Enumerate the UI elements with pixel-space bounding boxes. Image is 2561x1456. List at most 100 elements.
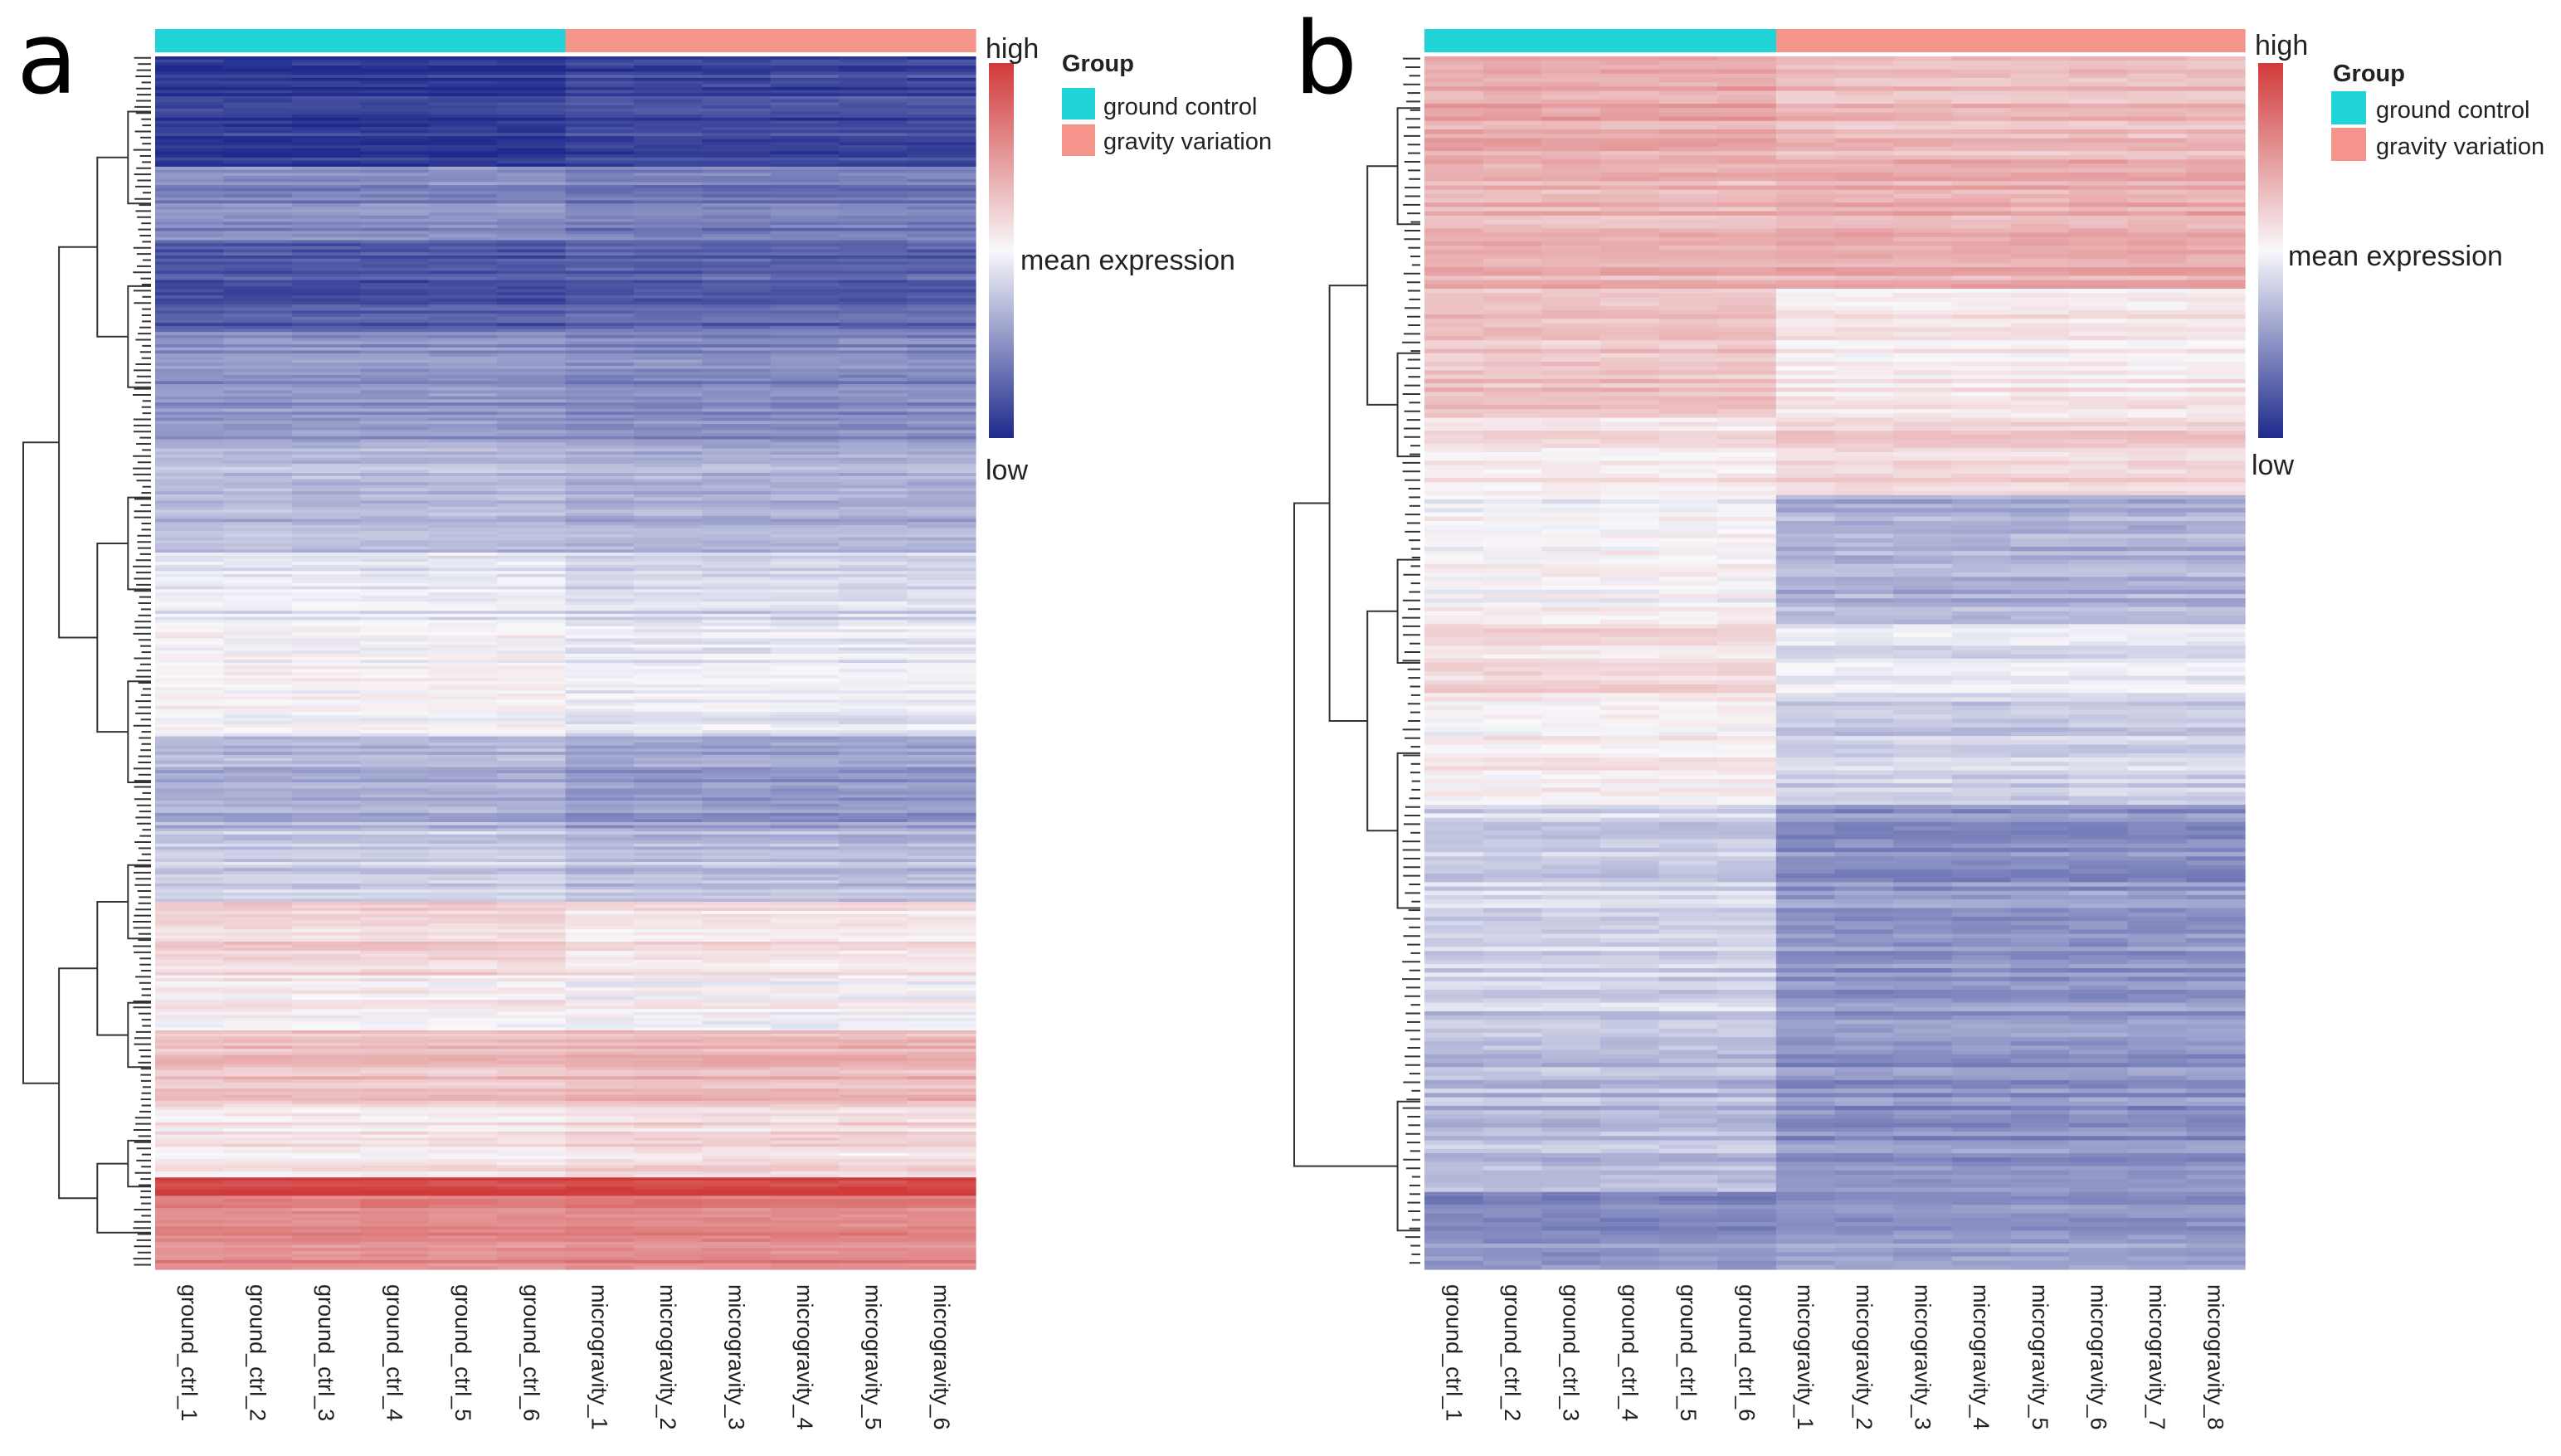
heatmap-cell <box>223 540 293 544</box>
heatmap-cell <box>155 135 225 140</box>
heatmap-cell <box>155 1244 225 1249</box>
heatmap-cell <box>360 1171 430 1176</box>
heatmap-cell <box>428 135 498 140</box>
heatmap-cell <box>839 399 908 403</box>
heatmap-cell <box>839 102 908 106</box>
heatmap-cell <box>702 1230 772 1234</box>
heatmap-cell <box>907 816 976 820</box>
heatmap-cell <box>702 206 772 211</box>
heatmap-cell <box>360 187 430 192</box>
heatmap-cell <box>907 1131 976 1136</box>
heatmap-cell <box>907 506 976 510</box>
heatmap-cell <box>497 843 567 848</box>
heatmap-cell <box>633 678 703 682</box>
heatmap-cell <box>223 139 293 143</box>
heatmap-cell <box>291 356 361 361</box>
heatmap-cell <box>360 139 430 143</box>
heatmap-cell <box>907 292 976 296</box>
heatmap-cell <box>907 690 976 694</box>
heatmap-cell <box>770 971 840 976</box>
heatmap-cell <box>291 889 361 894</box>
heatmap-cell <box>497 105 567 110</box>
heatmap-cell <box>360 457 430 461</box>
heatmap-cell <box>155 240 225 244</box>
heatmap-cell <box>155 1079 225 1083</box>
heatmap-cell <box>155 1201 225 1206</box>
heatmap-cell <box>907 246 976 251</box>
heatmap-cell <box>839 1192 908 1196</box>
heatmap-cell <box>770 433 840 437</box>
heatmap-cell <box>633 234 703 238</box>
heatmap-cell <box>497 470 567 474</box>
heatmap-cell <box>360 892 430 897</box>
heatmap-cell <box>565 586 635 590</box>
heatmap-cell <box>291 1000 361 1004</box>
heatmap-cell <box>155 368 225 373</box>
heatmap-cell <box>223 234 293 238</box>
heatmap-cell <box>291 895 361 899</box>
heatmap-cell <box>223 904 293 908</box>
heatmap-cell <box>497 901 567 906</box>
heatmap-cell <box>633 864 703 869</box>
heatmap-cell <box>291 1030 361 1035</box>
heatmap-cell <box>633 629 703 633</box>
heatmap-cell <box>702 678 772 682</box>
heatmap-cell <box>497 301 567 305</box>
heatmap-cell <box>497 200 567 204</box>
heatmap-cell <box>155 650 225 655</box>
heatmap-cell <box>155 776 225 780</box>
heatmap-cell <box>360 473 430 477</box>
heatmap-cell <box>497 154 567 158</box>
heatmap-cell <box>155 1214 225 1218</box>
heatmap-cell <box>770 160 840 164</box>
heatmap-cell <box>907 1033 976 1038</box>
heatmap-cell <box>907 674 976 679</box>
heatmap-cell <box>497 59 567 63</box>
heatmap-cell <box>497 583 567 587</box>
heatmap-cell <box>907 464 976 468</box>
dendrogram-branch <box>127 1001 151 1069</box>
heatmap-cell <box>907 549 976 553</box>
heatmap-cell <box>702 991 772 995</box>
heatmap-cell <box>223 843 293 848</box>
heatmap-cell <box>428 445 498 450</box>
heatmap-cell <box>702 1100 772 1105</box>
heatmap-cell <box>291 859 361 863</box>
heatmap-cell <box>223 567 293 572</box>
heatmap-cell <box>155 1165 225 1169</box>
heatmap-cell <box>155 411 225 416</box>
heatmap-cell <box>907 133 976 137</box>
heatmap-cell <box>770 316 840 321</box>
heatmap-cell <box>497 1266 567 1270</box>
heatmap-cell <box>565 709 635 713</box>
heatmap-cell <box>223 341 293 345</box>
heatmap-cell <box>839 669 908 673</box>
heatmap-cell <box>360 1073 430 1078</box>
heatmap-cell <box>839 1036 908 1040</box>
heatmap-cell <box>770 479 840 483</box>
heatmap-cell <box>223 723 293 728</box>
heatmap-cell <box>497 733 567 738</box>
heatmap-cell <box>702 1226 772 1230</box>
heatmap-cell <box>702 1232 772 1236</box>
heatmap-cell <box>223 571 293 575</box>
heatmap-cell <box>633 209 703 213</box>
heatmap-cell <box>633 1107 703 1111</box>
heatmap-cell <box>428 227 498 232</box>
heatmap-cell <box>702 962 772 967</box>
heatmap-cell <box>223 1195 293 1200</box>
heatmap-cell <box>907 855 976 859</box>
heatmap-cell <box>839 623 908 627</box>
heatmap-cell <box>155 1174 225 1178</box>
heatmap-cell <box>770 1011 840 1016</box>
heatmap-cell <box>497 1174 567 1178</box>
heatmap-cell <box>633 166 703 171</box>
heatmap-cell <box>565 767 635 771</box>
heatmap-cell <box>223 699 293 704</box>
heatmap-cell <box>155 913 225 918</box>
heatmap-cell <box>839 448 908 452</box>
heatmap-cell <box>360 191 430 195</box>
heatmap-cell <box>770 714 840 719</box>
heatmap-cell <box>360 108 430 113</box>
heatmap-cell <box>633 261 703 265</box>
